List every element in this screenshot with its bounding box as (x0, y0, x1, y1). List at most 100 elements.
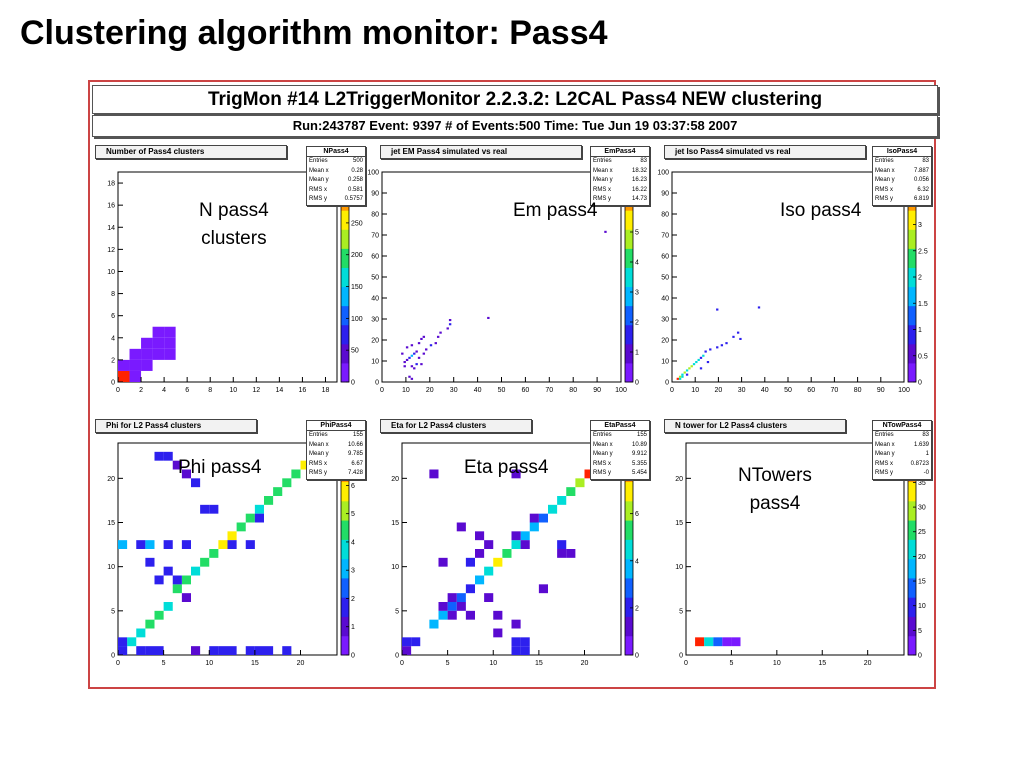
stats-box: PhiPass4 Entries 155 Mean x 10.66 Mean y 9.785… (306, 420, 366, 480)
heatmap-bin (154, 610, 164, 620)
y-tick-label: 20 (675, 476, 683, 483)
heatmap-bin (408, 375, 411, 378)
heatmap-bin (410, 354, 414, 357)
color-scale-step (625, 210, 633, 230)
heatmap-bin (695, 637, 705, 647)
color-scale-step (908, 616, 916, 637)
y-tick-label: 6 (111, 313, 115, 320)
heatmap-bin (448, 323, 452, 326)
z-tick-label: 10 (918, 603, 926, 610)
stats-label: RMS x (593, 460, 611, 467)
monitor-title-banner: TrigMon #14 L2TriggerMonitor 2.2.3.2: L2… (92, 85, 938, 114)
heatmap-bin (245, 646, 255, 655)
heatmap-bin (200, 504, 210, 514)
stats-row: Entries 83 (873, 157, 931, 167)
heatmap-bin (520, 637, 530, 647)
x-tick-label: 80 (569, 387, 577, 394)
x-tick-label: 90 (593, 387, 601, 394)
histogram-title: Eta for L2 Pass4 clusters (380, 419, 532, 433)
z-tick-label: 4 (635, 558, 639, 565)
stats-value: 18.32 (631, 167, 647, 174)
z-tick-label: 0 (635, 380, 639, 387)
plot-annotation-line: Em pass4 (513, 200, 598, 221)
heatmap-bin (408, 356, 411, 359)
heatmap-bin (446, 327, 449, 330)
plot-annotation: N pass4 clusters (199, 197, 269, 253)
heatmap-bin (422, 335, 426, 338)
heatmap-bin (575, 478, 585, 488)
color-scale-step (341, 305, 349, 326)
stats-row: Entries 83 (591, 157, 649, 167)
x-tick-label: 0 (400, 660, 404, 667)
heatmap-bin (511, 469, 521, 479)
histogram-title: jet Iso Pass4 simulated vs real (664, 145, 866, 159)
stats-label: RMS y (875, 196, 893, 202)
stats-label: RMS y (593, 196, 611, 202)
y-tick-label: 10 (371, 359, 379, 366)
heatmap-bin (163, 602, 173, 611)
heatmap-bin (425, 348, 428, 351)
x-tick-label: 60 (807, 387, 815, 394)
stats-value: 83 (922, 158, 929, 164)
heatmap-bin (604, 230, 607, 233)
y-tick-label: 50 (661, 275, 669, 282)
stats-label: Mean y (875, 177, 895, 183)
heatmap-bin (422, 352, 426, 355)
color-scale-step (625, 305, 633, 326)
heatmap-bin (191, 478, 201, 488)
x-tick-label: 50 (784, 387, 792, 394)
heatmap-bin (557, 540, 567, 549)
histogram-panel: 05101520051015200510152025303540 (661, 416, 931, 686)
heatmap-bin (209, 646, 219, 655)
z-tick-label: 250 (351, 220, 363, 227)
z-tick-label: 35 (918, 480, 926, 487)
x-tick-label: 10 (489, 660, 497, 667)
heatmap-bin (739, 337, 742, 340)
y-tick-label: 10 (661, 359, 669, 366)
heatmap-bin (415, 350, 418, 353)
stats-row: Entries 83 (873, 431, 931, 441)
stats-label: RMS y (875, 470, 893, 476)
color-scale-step (625, 248, 633, 268)
heatmap-bin (465, 610, 475, 620)
stats-row: RMS y 5.454 (591, 469, 649, 479)
color-scale-step (625, 558, 633, 579)
stats-row: RMS y 6.819 (873, 195, 931, 205)
heatmap-bin (227, 531, 237, 541)
y-tick-label: 0 (679, 653, 683, 660)
x-tick-label: 40 (474, 387, 482, 394)
heatmap-bin (429, 344, 433, 347)
z-tick-label: 2 (635, 605, 639, 612)
heatmap-bin (410, 365, 414, 368)
x-tick-label: 20 (297, 660, 305, 667)
slide-title: Clustering algorithm monitor: Pass4 (20, 14, 608, 52)
x-tick-label: 30 (738, 387, 746, 394)
stats-value: 0.5757 (344, 196, 363, 202)
y-tick-label: 100 (657, 170, 669, 177)
heatmap-bin (676, 377, 679, 380)
y-tick-label: 12 (107, 247, 115, 254)
heatmap-bin (127, 637, 137, 647)
heatmap-bin (520, 531, 530, 541)
x-tick-label: 20 (864, 660, 872, 667)
stats-label: RMS x (593, 186, 611, 193)
x-tick-label: 8 (208, 387, 212, 394)
histogram-title: Phi for L2 Pass4 clusters (95, 419, 257, 433)
z-tick-label: 3 (635, 290, 639, 297)
heatmap-bin (164, 348, 176, 360)
heatmap-bin (145, 540, 155, 549)
heatmap-bin (154, 575, 164, 585)
stats-row: Entries 155 (307, 431, 365, 441)
x-tick-label: 5 (446, 660, 450, 667)
stats-label: Mean x (875, 167, 895, 174)
heatmap-bin (722, 637, 732, 647)
y-tick-label: 30 (661, 317, 669, 324)
heatmap-bin (511, 540, 521, 549)
color-scale-step (341, 286, 349, 307)
plot-annotation: Iso pass4 (780, 197, 861, 225)
color-scale-step (625, 324, 633, 345)
heatmap-bin (163, 540, 173, 549)
z-tick-label: 4 (351, 539, 355, 546)
plot-annotation: NTowers pass4 (738, 462, 812, 518)
y-tick-label: 30 (371, 317, 379, 324)
